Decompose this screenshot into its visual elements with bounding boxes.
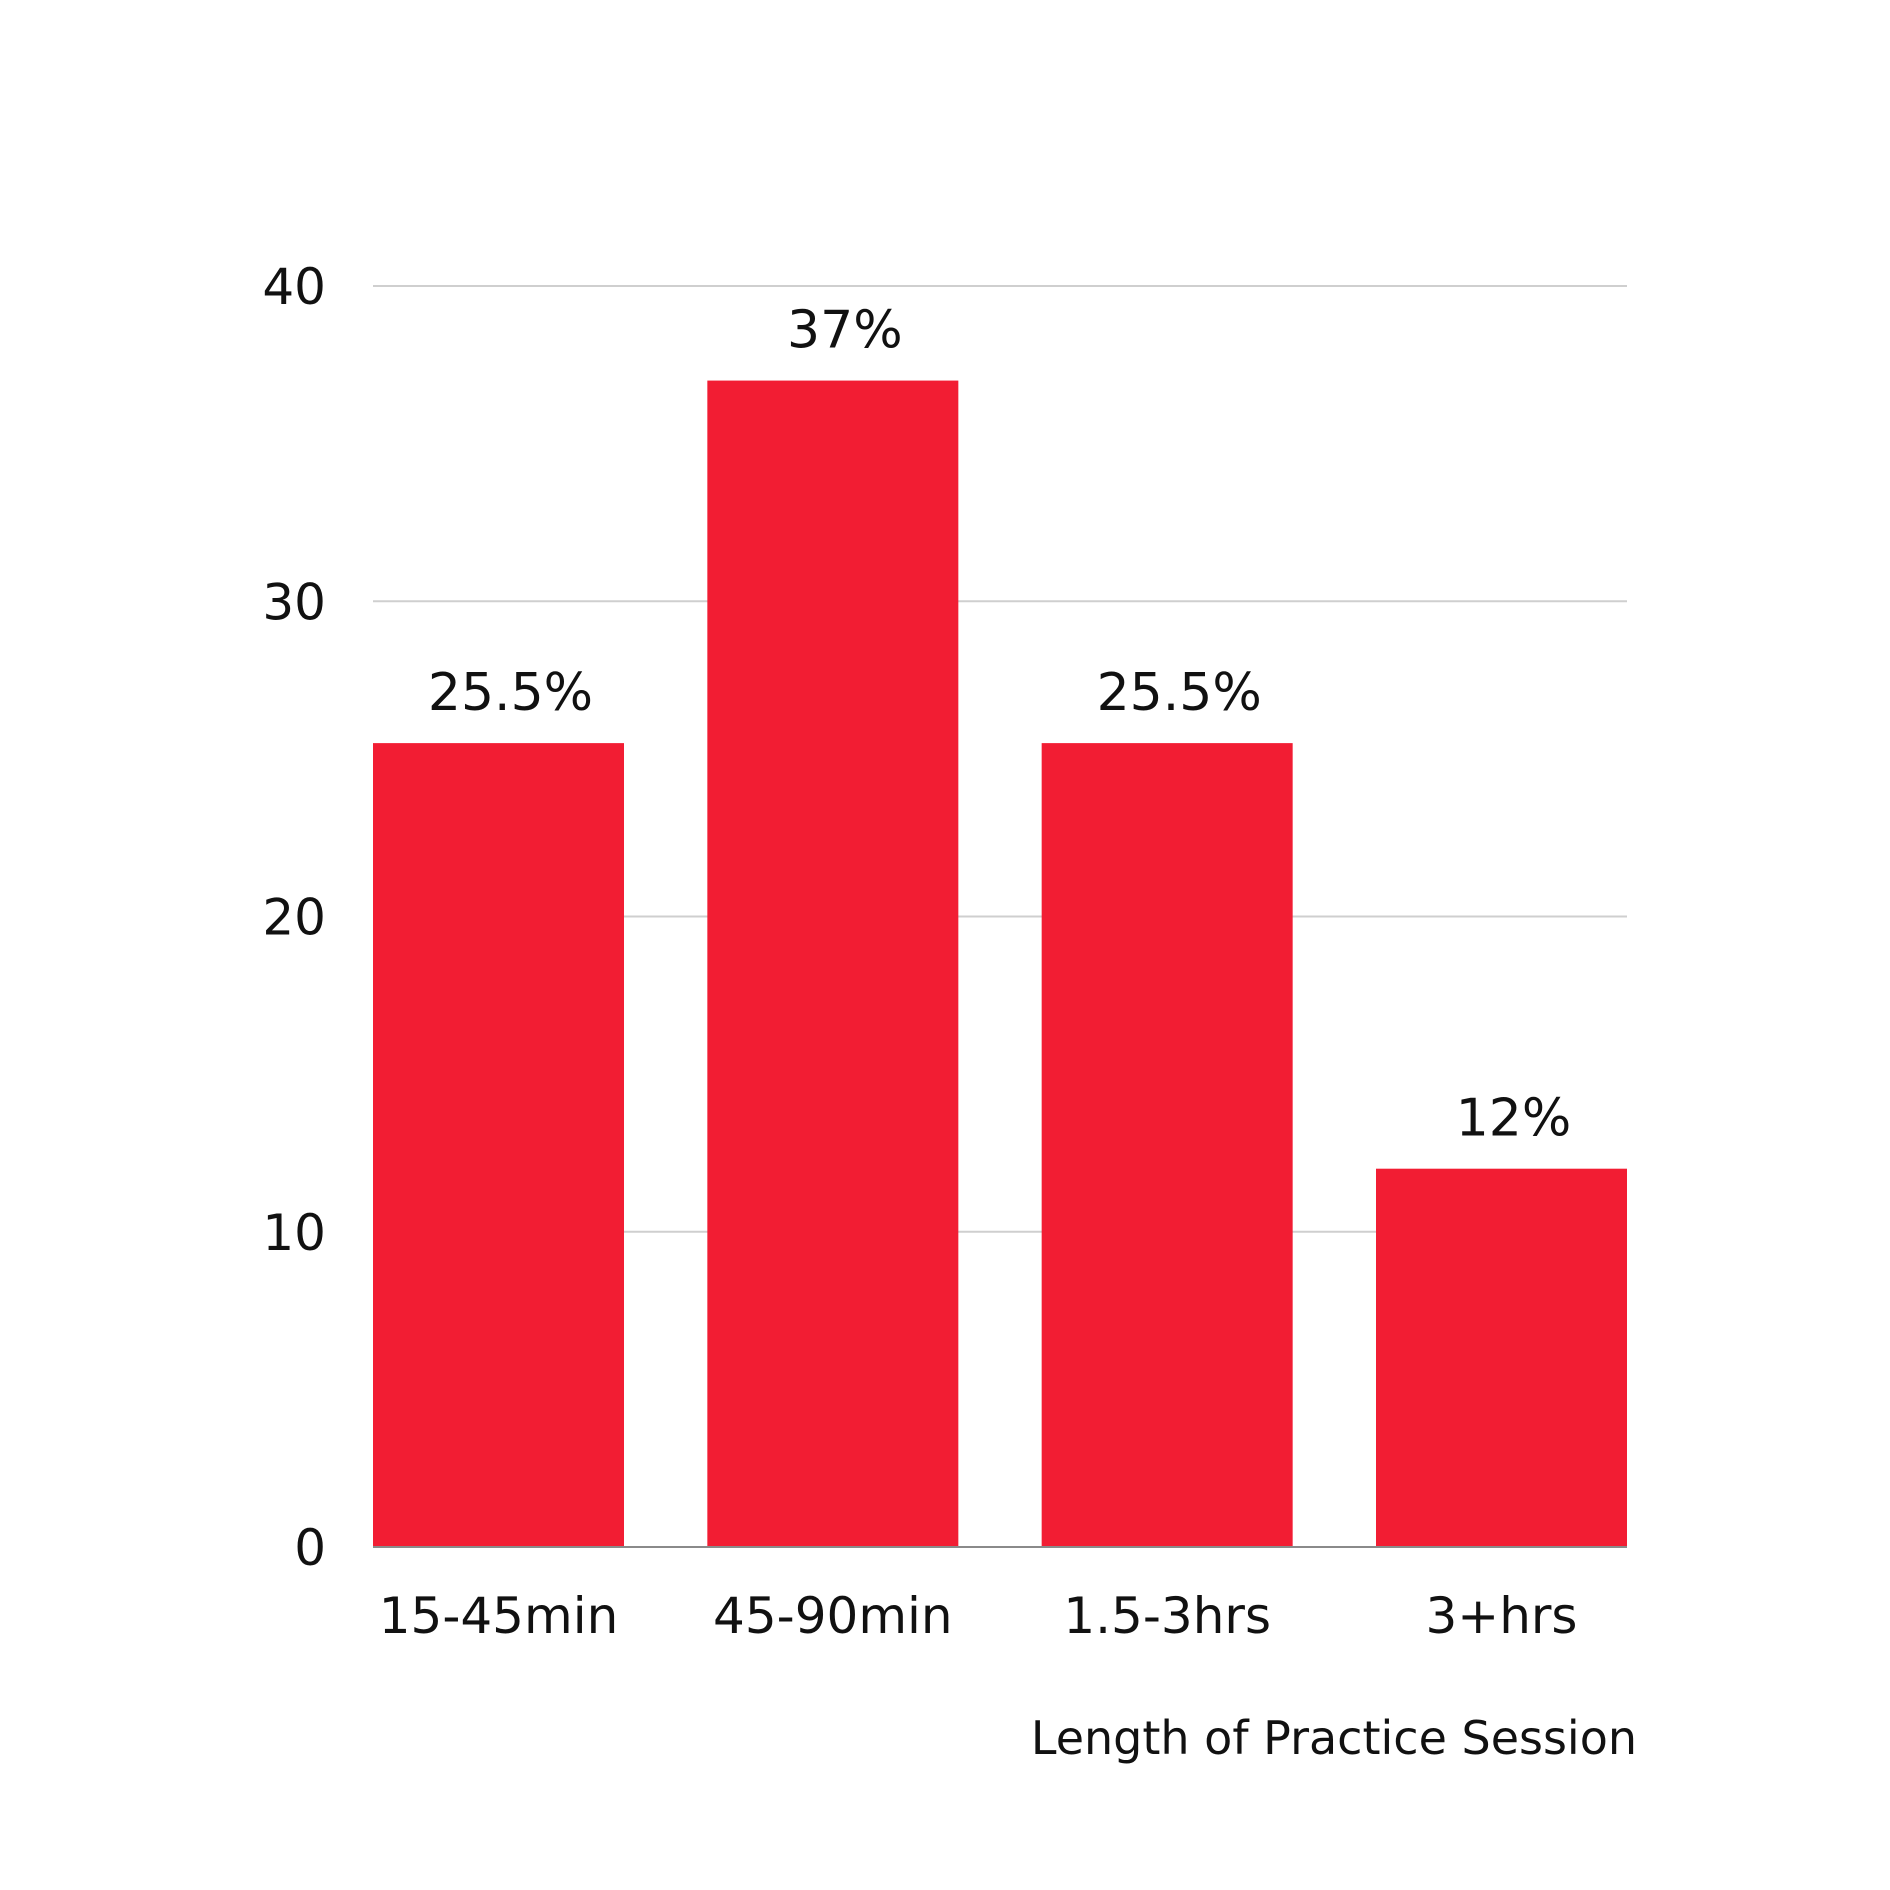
y-tick-label: 40 (262, 258, 326, 316)
y-tick-label: 0 (294, 1519, 326, 1577)
x-tick-label: 3+hrs (1425, 1587, 1577, 1645)
x-axis-ticks: 15-45min 45-90min 1.5-3hrs 3+hrs (379, 1587, 1578, 1645)
y-axis-ticks: 0 10 20 30 40 (262, 258, 326, 1577)
data-labels: 25.5% 37% 25.5% 12% (428, 301, 1571, 1149)
data-label: 12% (1456, 1089, 1572, 1149)
x-tick-label: 45-90min (713, 1587, 953, 1645)
bar (1376, 1168, 1627, 1547)
data-label: 37% (787, 301, 903, 361)
x-tick-label: 1.5-3hrs (1063, 1587, 1271, 1645)
x-axis-title: Length of Practice Session (1031, 1711, 1637, 1765)
bars (373, 380, 1627, 1548)
y-tick-label: 30 (262, 573, 326, 631)
x-tick-label: 15-45min (379, 1587, 619, 1645)
y-tick-label: 20 (262, 889, 326, 947)
bar (707, 380, 959, 1548)
bar (1041, 743, 1293, 1547)
y-tick-label: 10 (262, 1204, 326, 1262)
data-label: 25.5% (1097, 663, 1262, 723)
data-label: 25.5% (428, 663, 593, 723)
bar (373, 743, 624, 1547)
